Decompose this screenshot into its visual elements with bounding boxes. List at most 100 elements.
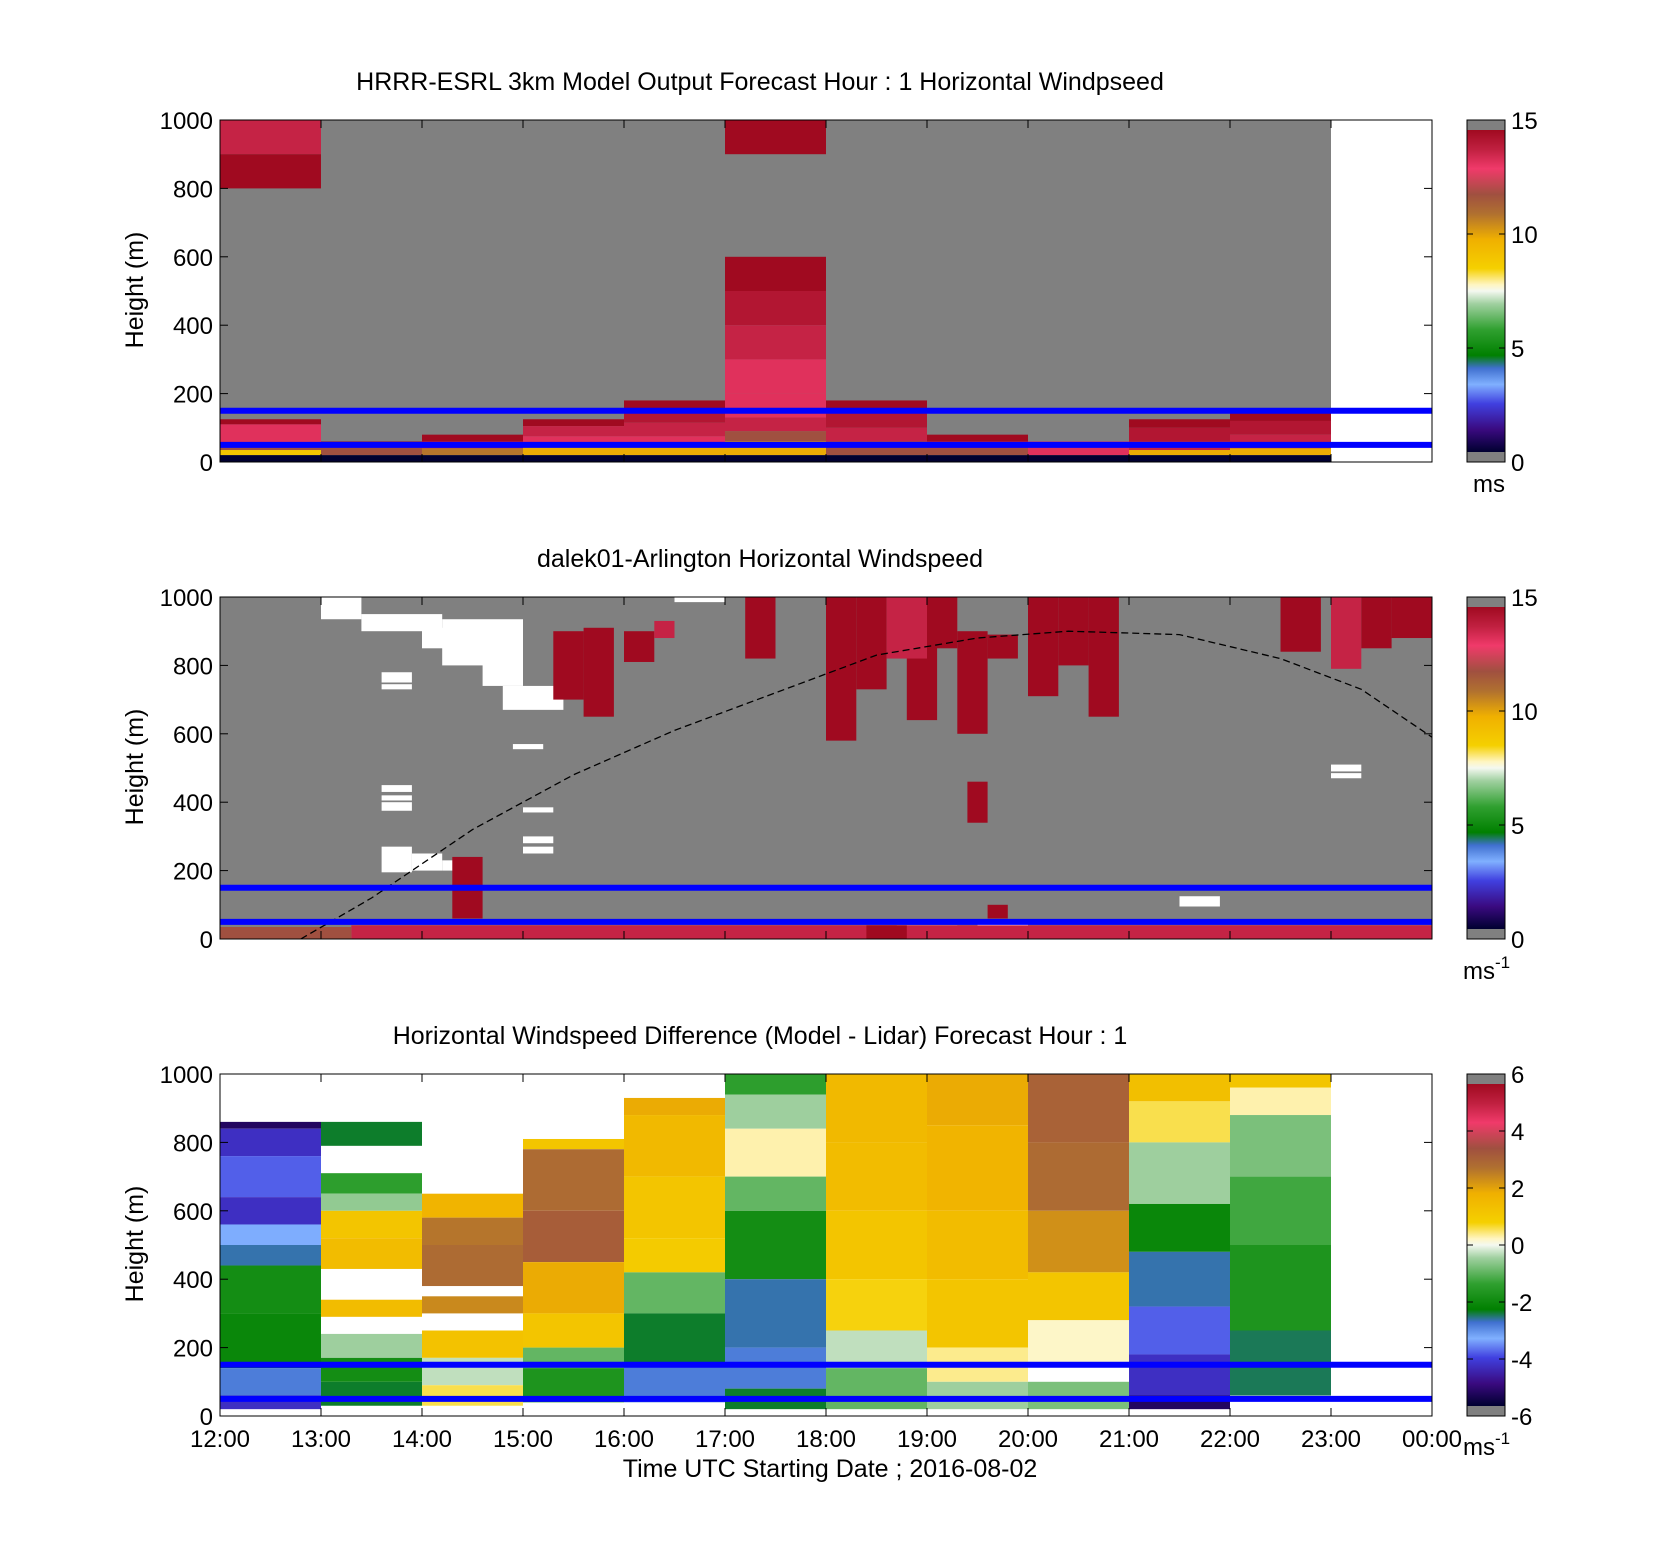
svg-text:ms-1: ms-1 <box>1463 1429 1510 1461</box>
y-axis-label-difference: Height (m) <box>121 1186 149 1303</box>
x-axis-label: Time UTC Starting Date ; 2016-08-02 <box>623 1455 1038 1483</box>
y-tick-label: 600 <box>173 245 213 272</box>
heatmap-cell <box>220 455 321 462</box>
heatmap-cell <box>321 1357 422 1382</box>
heatmap-cell <box>220 120 321 155</box>
heatmap-gap <box>381 795 412 801</box>
y-tick-label: 800 <box>173 653 213 680</box>
heatmap-cell <box>1129 1074 1230 1102</box>
y-tick-label: 400 <box>173 1267 213 1294</box>
heatmap-cell <box>1230 1245 1331 1331</box>
colorbar-tick-label: 5 <box>1511 813 1524 840</box>
heatmap-cell <box>422 434 523 442</box>
colorbar-unit-model: ms <box>1473 471 1505 498</box>
heatmap-gap <box>512 744 544 750</box>
colorbar-tick-label: 5 <box>1511 336 1524 363</box>
heatmap-cell <box>624 422 725 437</box>
y-tick-label: 800 <box>173 176 213 203</box>
y-tick-label: 600 <box>173 722 213 749</box>
heatmap-cell <box>1331 597 1362 669</box>
heatmap-cell <box>624 400 725 409</box>
heatmap-cell <box>624 1272 725 1314</box>
heatmap-cell <box>927 448 1028 456</box>
colorbar-unit-text: ms <box>1463 1434 1495 1461</box>
heatmap-gap <box>674 597 725 603</box>
colorbar-unit-exponent: -1 <box>1495 1429 1510 1448</box>
x-tick-label: 19:00 <box>897 1426 957 1453</box>
colorbar-unit-difference: ms-1 <box>1463 1429 1510 1461</box>
heatmap-cell <box>927 434 1028 442</box>
panel-title-lidar: dalek01-Arlington Horizontal Windspeed <box>537 545 983 573</box>
heatmap-cell <box>725 359 826 394</box>
heatmap-cell <box>523 1149 624 1211</box>
heatmap-cell <box>1129 1101 1230 1143</box>
heatmap-cell <box>927 1279 1028 1348</box>
heatmap-cell <box>220 1156 321 1198</box>
heatmap-cell <box>624 455 725 462</box>
heatmap-cell <box>927 1074 1028 1126</box>
heatmap-gap <box>482 655 523 686</box>
heatmap-cell <box>1129 427 1230 442</box>
heatmap-cell <box>1230 1115 1331 1177</box>
heatmap-cell <box>220 1368 321 1396</box>
heatmap-cell <box>220 1224 321 1245</box>
colorbar-tick-label: 10 <box>1511 222 1538 249</box>
heatmap-cell <box>523 455 624 462</box>
heatmap-gap <box>502 685 564 710</box>
heatmap-cell <box>826 400 927 411</box>
colorbar <box>1467 1084 1505 1406</box>
heatmap-cell <box>856 597 887 690</box>
heatmap-cell <box>1391 597 1432 639</box>
colorbar-tick-label: 0 <box>1511 450 1524 477</box>
heatmap-cell <box>624 446 725 456</box>
heatmap-cell <box>725 455 826 462</box>
heatmap-cell <box>987 904 1008 919</box>
heatmap-cell <box>725 1347 826 1389</box>
heatmap-gap <box>361 614 443 632</box>
x-tick-label: 13:00 <box>291 1426 351 1453</box>
heatmap-cell <box>422 1296 523 1314</box>
heatmap-cell <box>321 1238 422 1269</box>
heatmap-cell <box>1129 455 1230 462</box>
heatmap-cell <box>725 1210 826 1280</box>
panel-title-difference: Horizontal Windspeed Difference (Model -… <box>393 1022 1128 1050</box>
heatmap-cell <box>967 781 988 823</box>
heatmap-cell <box>1361 597 1392 649</box>
heatmap-cell <box>1028 455 1129 462</box>
heatmap-cell <box>927 1210 1028 1280</box>
heatmap-column-background <box>321 120 422 462</box>
heatmap-cell <box>826 427 927 442</box>
y-axis-label-lidar: Height (m) <box>121 709 149 826</box>
heatmap-cell <box>826 455 927 462</box>
heatmap-cell <box>725 1128 826 1177</box>
heatmap-cell <box>624 1238 725 1273</box>
heatmap-cell <box>725 393 826 418</box>
heatmap-cell <box>422 455 523 462</box>
heatmap-gap <box>321 597 362 620</box>
heatmap-cell <box>422 448 523 456</box>
heatmap-cell <box>553 631 584 700</box>
y-tick-label: 200 <box>173 382 213 409</box>
colorbar-frame <box>1466 119 1506 463</box>
heatmap-cell <box>321 1210 422 1239</box>
colorbar-tick-label: -6 <box>1511 1404 1532 1431</box>
colorbar <box>1467 607 1505 929</box>
heatmap-column-background <box>1230 120 1331 462</box>
heatmap-cell <box>321 1193 422 1211</box>
heatmap-cell <box>725 1279 826 1348</box>
heatmap-cell <box>422 1245 523 1287</box>
heatmap-cell <box>624 1115 725 1177</box>
heatmap-cell <box>1028 1074 1129 1143</box>
heatmap-cell <box>624 1313 725 1365</box>
heatmap-cell <box>220 424 321 444</box>
colorbar-unit-lidar: ms-1 <box>1463 953 1510 985</box>
heatmap-cell <box>826 1279 927 1331</box>
heatmap-cell <box>1230 1087 1331 1116</box>
x-tick-label: 00:00 <box>1402 1426 1462 1453</box>
heatmap-column-background <box>927 120 1028 462</box>
heatmap-cell <box>523 426 624 437</box>
panel-model-output: 0 200 400 600 800 1000 0 5 10 15 <box>160 108 1538 477</box>
y-tick-label: 1000 <box>160 1062 213 1089</box>
heatmap-gap <box>411 853 443 871</box>
